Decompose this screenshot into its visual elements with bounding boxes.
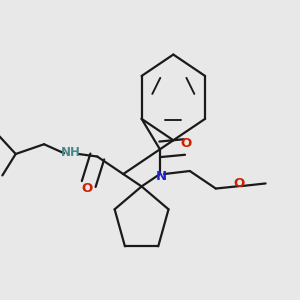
Text: O: O bbox=[181, 137, 192, 150]
Text: O: O bbox=[234, 176, 245, 190]
Text: NH: NH bbox=[61, 146, 81, 159]
Text: N: N bbox=[155, 169, 167, 182]
Text: O: O bbox=[81, 182, 93, 195]
